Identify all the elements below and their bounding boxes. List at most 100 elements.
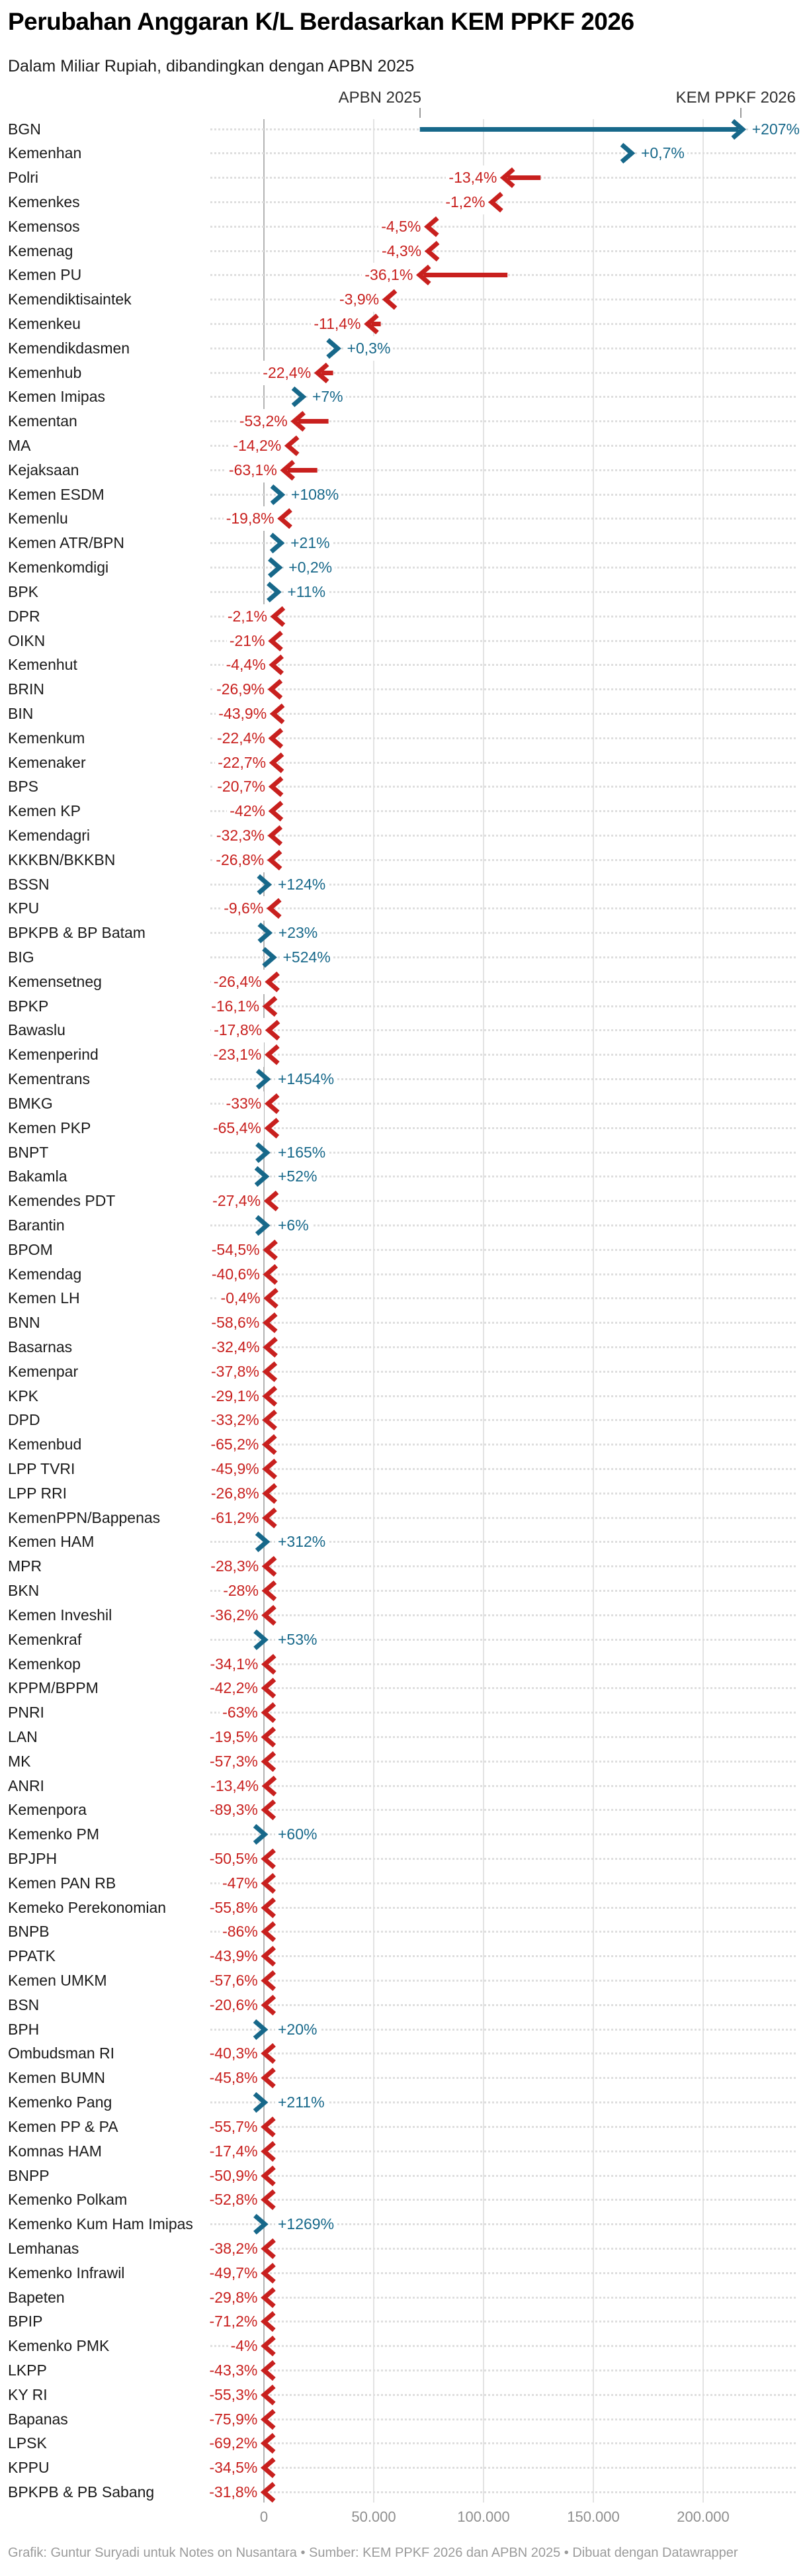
row-change-label: -4% — [228, 2334, 261, 2359]
decrease-arrow — [261, 1897, 276, 1918]
gridline — [373, 119, 374, 2503]
chart-row: MPR -28,3% — [0, 1554, 807, 1579]
decrease-arrow — [261, 1580, 277, 1602]
row-label: Kejaksaan — [8, 457, 89, 483]
row-change-label: -28,3% — [208, 1554, 262, 1579]
row-change-label: +21% — [288, 531, 333, 556]
decrease-arrow — [364, 313, 381, 335]
chart-row: Barantin +6% — [0, 1213, 807, 1238]
chart-row: LPP TVRI -45,9% — [0, 1457, 807, 1482]
decrease-arrow — [269, 703, 285, 725]
chart-row: KPU -9,6% — [0, 896, 807, 921]
row-label: LKPP — [8, 2358, 56, 2383]
chart-row: BSN -20,6% — [0, 1992, 807, 2017]
chart-row: KPPM/BPPM -42,2% — [0, 1676, 807, 1701]
decrease-arrow — [261, 2287, 276, 2308]
row-label: Kemenko Pang — [8, 2090, 122, 2115]
decrease-arrow — [269, 752, 284, 773]
row-change-label: -63,1% — [226, 457, 280, 483]
row-change-label: -1,2% — [443, 189, 488, 214]
row-label: Kemenhan — [8, 141, 91, 166]
apbn-2025-tick — [419, 108, 421, 118]
chart-row: Polri -13,4% — [0, 165, 807, 191]
row-change-label: +312% — [275, 1530, 329, 1555]
increase-arrow — [620, 143, 636, 164]
decrease-arrow — [264, 1117, 280, 1138]
row-label: BPK — [8, 579, 48, 604]
chart-row: PPATK -43,9% — [0, 1944, 807, 1969]
chart-row: BNPP -50,9% — [0, 2163, 807, 2188]
chart-row: Kemenhan +0,7% — [0, 141, 807, 166]
row-change-label: -55,7% — [206, 2114, 261, 2139]
row-guide-line — [210, 2223, 796, 2226]
row-change-label: -16,1% — [208, 993, 263, 1019]
increase-arrow — [291, 387, 307, 408]
row-change-label: +1454% — [275, 1067, 337, 1092]
row-guide-line — [210, 347, 796, 349]
chart-row: BGN +207% — [0, 116, 807, 142]
decrease-arrow — [265, 1044, 280, 1066]
chart-row: BPKP -16,1% — [0, 993, 807, 1019]
row-guide-line — [210, 980, 796, 983]
decrease-arrow — [261, 1434, 277, 1455]
row-guide-line — [210, 834, 796, 837]
row-label: BNPB — [8, 1919, 59, 1945]
row-label: Kemenpar — [8, 1359, 88, 1384]
row-label: BRIN — [8, 677, 54, 702]
decrease-arrow — [290, 411, 329, 432]
row-change-label: +0,7% — [638, 141, 687, 166]
row-guide-line — [210, 1370, 796, 1373]
row-label: BMKG — [8, 1091, 62, 1116]
column-header-apbn-2025: APBN 2025 — [338, 89, 421, 107]
row-change-label: +211% — [275, 2090, 327, 2115]
chart-row: BPK +11% — [0, 579, 807, 604]
row-guide-line — [210, 2150, 796, 2152]
chart-row: Komnas HAM -17,4% — [0, 2139, 807, 2164]
row-change-label: -34,5% — [206, 2456, 261, 2481]
row-guide-line — [210, 1273, 796, 1275]
row-guide-line — [210, 664, 796, 667]
chart-row: Kemeko Perekonomian -55,8% — [0, 1895, 807, 1920]
row-label: Kemenkes — [8, 189, 89, 214]
decrease-arrow — [268, 727, 284, 749]
row-label: Ombudsman RI — [8, 2041, 124, 2066]
row-change-label: -65,4% — [210, 1115, 264, 1140]
row-label: Kemenbud — [8, 1432, 91, 1457]
decrease-arrow — [423, 216, 439, 237]
decrease-arrow — [265, 971, 280, 992]
chart-row: Kemen ESDM +108% — [0, 482, 807, 507]
chart-row: Kemenlu -19,8% — [0, 506, 807, 531]
chart-row: BPOM -54,5% — [0, 1237, 807, 1262]
row-change-label: -69,2% — [206, 2431, 261, 2456]
chart-row: Kemen BUMN -45,8% — [0, 2066, 807, 2091]
row-guide-line — [210, 567, 796, 569]
row-guide-line — [210, 518, 796, 520]
row-label: BKN — [8, 1579, 49, 1604]
row-change-label: +7% — [309, 385, 346, 410]
chart-row: Kemen UMKM -57,6% — [0, 1968, 807, 1994]
chart-row: Kemenkomdigi +0,2% — [0, 555, 807, 580]
row-change-label: -52,8% — [206, 2187, 261, 2213]
row-guide-line — [210, 1248, 796, 1251]
row-label: DPD — [8, 1408, 50, 1433]
chart-row: Kemenpar -37,8% — [0, 1359, 807, 1384]
row-label: Kemenpora — [8, 1798, 96, 1823]
chart-row: Bakamla +52% — [0, 1164, 807, 1189]
row-change-label: -65,2% — [208, 1432, 262, 1457]
chart-row: Kemen PAN RB -47% — [0, 1870, 807, 1896]
row-change-label: -31,8% — [206, 2480, 261, 2505]
row-change-label: +6% — [275, 1213, 312, 1238]
row-change-label: -49,7% — [206, 2260, 261, 2285]
row-change-label: -20,7% — [214, 774, 269, 800]
row-label: BNPT — [8, 1140, 58, 1165]
row-label: BPKPB & BP Batam — [8, 921, 155, 946]
chart-row: Kemen Imipas +7% — [0, 385, 807, 410]
row-label: BIG — [8, 945, 44, 970]
chart-row: Kemenkraf +53% — [0, 1627, 807, 1652]
row-guide-line — [210, 2199, 796, 2201]
row-label: LAN — [8, 1724, 47, 1749]
row-change-label: -3,9% — [337, 287, 382, 312]
row-change-label: -17,4% — [206, 2139, 261, 2164]
chart-row: Kemen PU -36,1% — [0, 263, 807, 288]
